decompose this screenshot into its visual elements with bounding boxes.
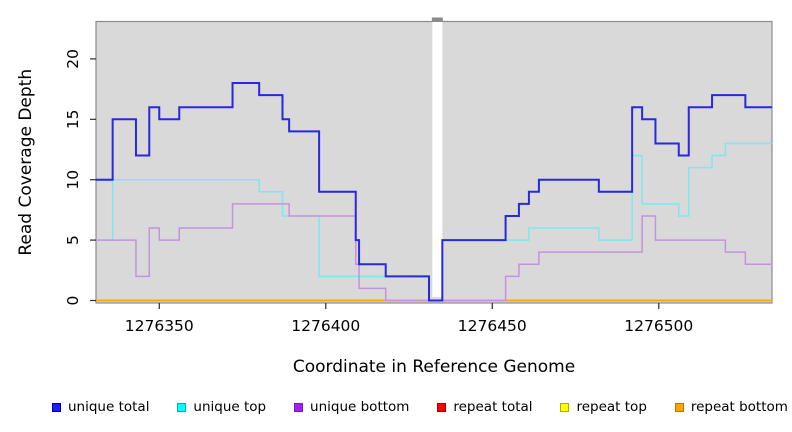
legend-item-repeat-bottom: repeat bottom: [674, 399, 788, 415]
gap-mask-cap: [431, 17, 443, 22]
legend-swatch-icon: [560, 402, 570, 412]
legend-item-label: unique total: [68, 399, 150, 415]
legend-item-label: repeat total: [453, 399, 533, 415]
legend-swatch-icon: [437, 402, 447, 412]
legend-item-label: unique bottom: [310, 399, 410, 415]
y-tick-label: 10: [64, 170, 82, 190]
legend-swatch-icon: [52, 402, 61, 412]
y-tick-label: 15: [64, 109, 82, 129]
coverage-series: [96, 82, 772, 302]
legend-item-unique-total: unique total: [52, 399, 149, 415]
series-unique-top: [96, 142, 772, 302]
legend-item-repeat-total: repeat total: [437, 399, 533, 415]
x-tick-label: 1276350: [125, 317, 194, 335]
axes: 1276350 1276400 1276450 1276500 0 5 10 15 20: [64, 49, 693, 335]
y-tick-label: 5: [64, 235, 82, 245]
legend-item-label: repeat top: [576, 399, 647, 415]
legend-swatch-icon: [177, 402, 187, 412]
legend-swatch-icon: [674, 402, 684, 412]
x-tick-label: 1276450: [458, 317, 527, 335]
chart-legend: unique total unique top unique bottom re…: [52, 399, 788, 415]
y-tick-label: 20: [64, 49, 82, 69]
gap-mask-band: [432, 14, 443, 297]
y-tick-label: 0: [64, 296, 82, 306]
x-tick-label: 1276500: [624, 317, 693, 335]
legend-item-label: unique top: [193, 399, 267, 415]
y-axis-title: Read Coverage Depth: [16, 69, 36, 256]
coverage-chart: 1276350 1276400 1276450 1276500 0 5 10 15 20 Coo…: [16, 14, 773, 377]
gap-mask: [431, 14, 443, 297]
series-unique-total: [96, 82, 772, 302]
x-tick-label: 1276400: [291, 317, 360, 335]
legend-item-repeat-top: repeat top: [560, 399, 647, 415]
legend-swatch-icon: [294, 402, 304, 412]
legend-item-unique-top: unique top: [177, 399, 266, 415]
axis-labels: Coordinate in Reference Genome Read Cover…: [16, 69, 575, 377]
x-axis-title: Coordinate in Reference Genome: [293, 357, 575, 377]
legend-item-unique-bottom: unique bottom: [294, 399, 409, 415]
series-unique-bottom: [96, 203, 772, 302]
legend-item-label: repeat bottom: [690, 399, 788, 415]
